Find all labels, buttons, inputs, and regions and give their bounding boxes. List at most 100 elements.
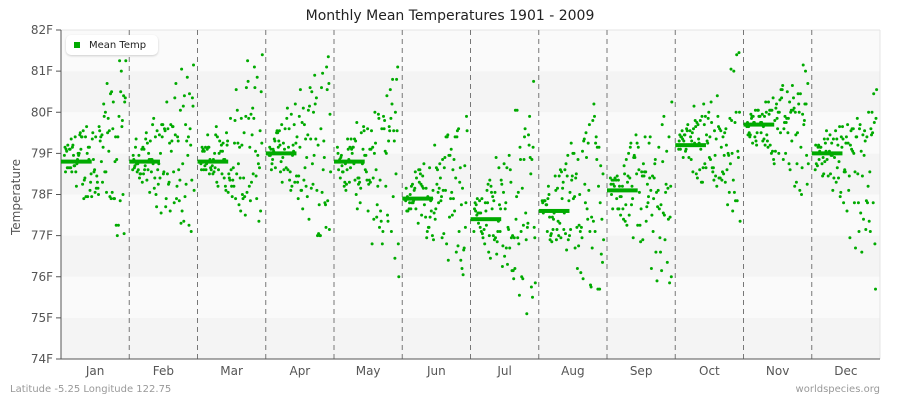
data-point xyxy=(211,158,215,161)
data-point xyxy=(853,170,857,174)
data-point xyxy=(206,133,210,137)
data-point xyxy=(155,205,159,209)
data-point xyxy=(354,139,358,143)
data-point xyxy=(709,100,713,104)
data-point xyxy=(295,174,298,178)
data-point xyxy=(495,252,499,256)
data-point xyxy=(800,166,804,170)
data-point xyxy=(355,121,359,124)
y-tick-label: 78F xyxy=(31,188,53,202)
data-point xyxy=(499,207,503,211)
data-point xyxy=(453,209,457,213)
data-point xyxy=(474,203,478,207)
data-point xyxy=(794,180,798,184)
data-point xyxy=(281,141,285,145)
data-point xyxy=(656,188,660,192)
data-point xyxy=(176,139,180,143)
data-point xyxy=(320,86,323,90)
data-point xyxy=(511,269,515,273)
data-point xyxy=(764,110,768,114)
data-point xyxy=(276,131,280,135)
data-point xyxy=(801,112,805,116)
data-point xyxy=(441,188,445,192)
data-point xyxy=(78,131,82,135)
data-point xyxy=(434,207,438,211)
data-point xyxy=(523,135,526,139)
data-point xyxy=(788,168,792,172)
data-point xyxy=(317,203,321,207)
data-point xyxy=(285,116,289,120)
data-point xyxy=(704,166,708,170)
data-point xyxy=(417,180,421,184)
x-tick-label: Aug xyxy=(561,364,584,378)
data-point xyxy=(862,217,865,221)
data-point xyxy=(818,149,822,153)
data-point xyxy=(795,162,799,166)
data-point xyxy=(118,59,122,63)
data-point xyxy=(698,119,702,122)
data-point xyxy=(628,176,632,180)
data-point xyxy=(117,114,121,118)
data-point xyxy=(251,106,255,110)
data-point xyxy=(564,162,568,166)
data-point xyxy=(527,133,530,137)
data-point xyxy=(273,139,277,143)
data-point xyxy=(318,234,322,238)
data-point xyxy=(767,100,770,104)
data-point xyxy=(520,186,524,190)
data-point xyxy=(703,114,707,118)
data-point xyxy=(74,170,78,174)
data-point xyxy=(860,174,864,178)
data-point xyxy=(841,137,845,141)
data-point xyxy=(697,137,701,141)
data-point xyxy=(115,234,119,238)
data-point xyxy=(585,207,589,211)
data-point xyxy=(669,184,673,188)
data-point xyxy=(652,176,656,180)
data-point xyxy=(342,160,346,164)
data-point xyxy=(698,168,702,172)
data-point xyxy=(280,123,284,127)
data-point xyxy=(202,168,206,172)
data-point xyxy=(627,213,631,217)
data-point xyxy=(181,162,185,166)
data-point xyxy=(145,141,149,145)
data-point xyxy=(376,112,380,116)
data-point xyxy=(240,143,244,147)
data-point xyxy=(460,267,464,270)
data-point xyxy=(162,170,166,174)
data-point xyxy=(312,153,316,157)
data-point xyxy=(514,217,518,221)
data-point xyxy=(418,172,422,176)
data-point xyxy=(833,156,836,159)
data-point xyxy=(69,137,73,141)
data-point xyxy=(748,133,752,137)
data-point xyxy=(835,137,839,141)
data-point xyxy=(706,141,710,145)
data-point xyxy=(215,180,219,184)
data-point xyxy=(783,114,787,118)
data-point xyxy=(682,139,686,143)
data-point xyxy=(282,168,286,172)
data-point xyxy=(636,223,640,227)
data-point xyxy=(874,287,877,291)
data-point xyxy=(564,232,567,236)
data-point xyxy=(832,176,836,180)
data-point xyxy=(158,176,162,180)
data-point xyxy=(755,131,759,135)
data-point xyxy=(309,186,313,190)
data-point xyxy=(153,176,157,180)
data-point xyxy=(174,82,178,85)
data-point xyxy=(77,151,81,155)
data-point xyxy=(169,123,173,127)
data-point xyxy=(541,211,545,215)
data-point xyxy=(144,137,148,141)
data-point xyxy=(190,96,194,100)
data-point xyxy=(465,129,469,133)
data-point xyxy=(386,213,389,217)
data-point xyxy=(367,182,371,186)
data-point xyxy=(489,184,493,188)
data-point xyxy=(711,170,715,174)
data-point xyxy=(139,172,143,176)
data-point xyxy=(584,131,588,135)
